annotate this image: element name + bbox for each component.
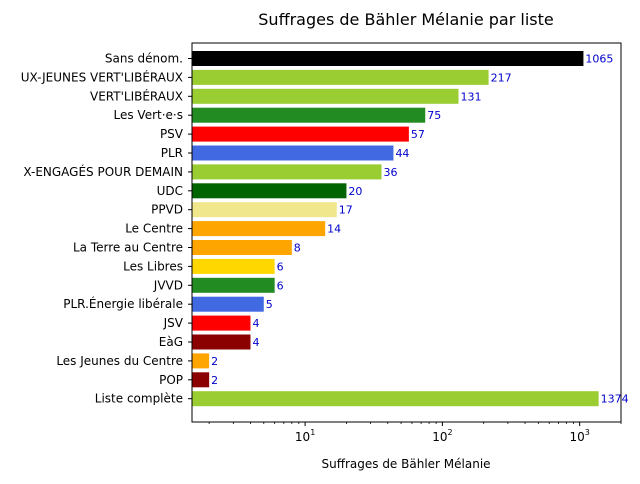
y-tick-label: Les Vert·e·s [114,108,184,122]
y-tick-label: UDC [157,184,183,198]
value-label: 6 [277,279,284,292]
bar [192,353,210,369]
value-label: 1065 [585,53,613,66]
y-tick-label: Liste complète [95,392,183,406]
bar [192,145,394,161]
value-label: 44 [395,147,409,160]
bar [192,51,584,66]
y-tick-label: PLR.Énergie libérale [63,296,183,311]
y-tick-label: JSV [163,316,184,330]
x-tick-base: 10 [432,430,447,444]
y-tick-label: EàG [159,335,183,349]
value-label: 75 [427,109,441,122]
y-axis: Sans dénom. UX-JEUNES VERT'LIBÉRAUX VERT'L… [21,52,192,406]
y-tick-label: PLR [161,146,183,160]
bar [192,334,251,350]
value-label: 20 [348,185,362,198]
y-tick-label: La Terre au Centre [73,241,183,255]
bar [192,240,292,255]
value-label: 2 [211,355,218,368]
bar [192,391,599,407]
bars-group [192,51,599,407]
value-label: 2 [211,374,218,387]
value-label: 57 [411,128,425,141]
y-tick-label: Les Jeunes du Centre [56,354,183,368]
bar [192,258,275,274]
value-label: 5 [266,298,273,311]
x-tick-exponent: 3 [585,428,590,437]
value-label: 17 [339,204,353,217]
x-tick-label: 103 [569,428,589,444]
y-tick-label: PPVD [151,203,183,217]
bar [192,69,489,85]
y-tick-label: Les Libres [123,259,183,273]
y-tick-label: UX-JEUNES VERT'LIBÉRAUX [21,69,183,84]
x-tick-base: 10 [569,430,584,444]
value-label: 131 [460,90,481,103]
x-axis-label: Suffrages de Bähler Mélanie [321,457,490,471]
bar [192,88,459,104]
bar [192,126,409,142]
chart-title: Suffrages de Bähler Mélanie par liste [258,10,553,29]
bar [192,221,326,237]
bar [192,277,275,293]
value-label: 8 [294,242,301,255]
value-label: 14 [327,223,341,236]
value-label: 4 [252,317,259,330]
y-tick-label: X-ENGAGÉS POUR DEMAIN [23,164,183,179]
y-tick-label: Le Centre [125,222,183,236]
x-tick-label: 102 [432,428,452,444]
y-tick-label: PSV [160,127,184,141]
bar [192,164,382,180]
bar [192,372,210,388]
y-tick-label: Sans dénom. [105,52,183,66]
x-tick-exponent: 2 [447,428,452,437]
plot-frame [191,42,622,423]
bar [192,315,251,331]
bar [192,296,264,312]
x-tick-exponent: 1 [310,428,315,437]
value-label: 217 [491,71,512,84]
bar [192,202,337,218]
value-label: 6 [277,260,284,273]
y-tick-label: POP [159,373,183,387]
y-tick-label: VERT'LIBÉRAUX [90,88,183,103]
value-label: 4 [252,336,259,349]
x-tick-label: 101 [295,428,315,444]
x-tick-base: 10 [295,430,310,444]
value-label: 1374 [601,393,629,406]
bar [192,107,426,123]
y-tick-label: JVVD [153,278,183,292]
value-label: 36 [383,166,397,179]
x-axis: 101 102 103 [208,422,622,444]
bar [192,183,347,199]
